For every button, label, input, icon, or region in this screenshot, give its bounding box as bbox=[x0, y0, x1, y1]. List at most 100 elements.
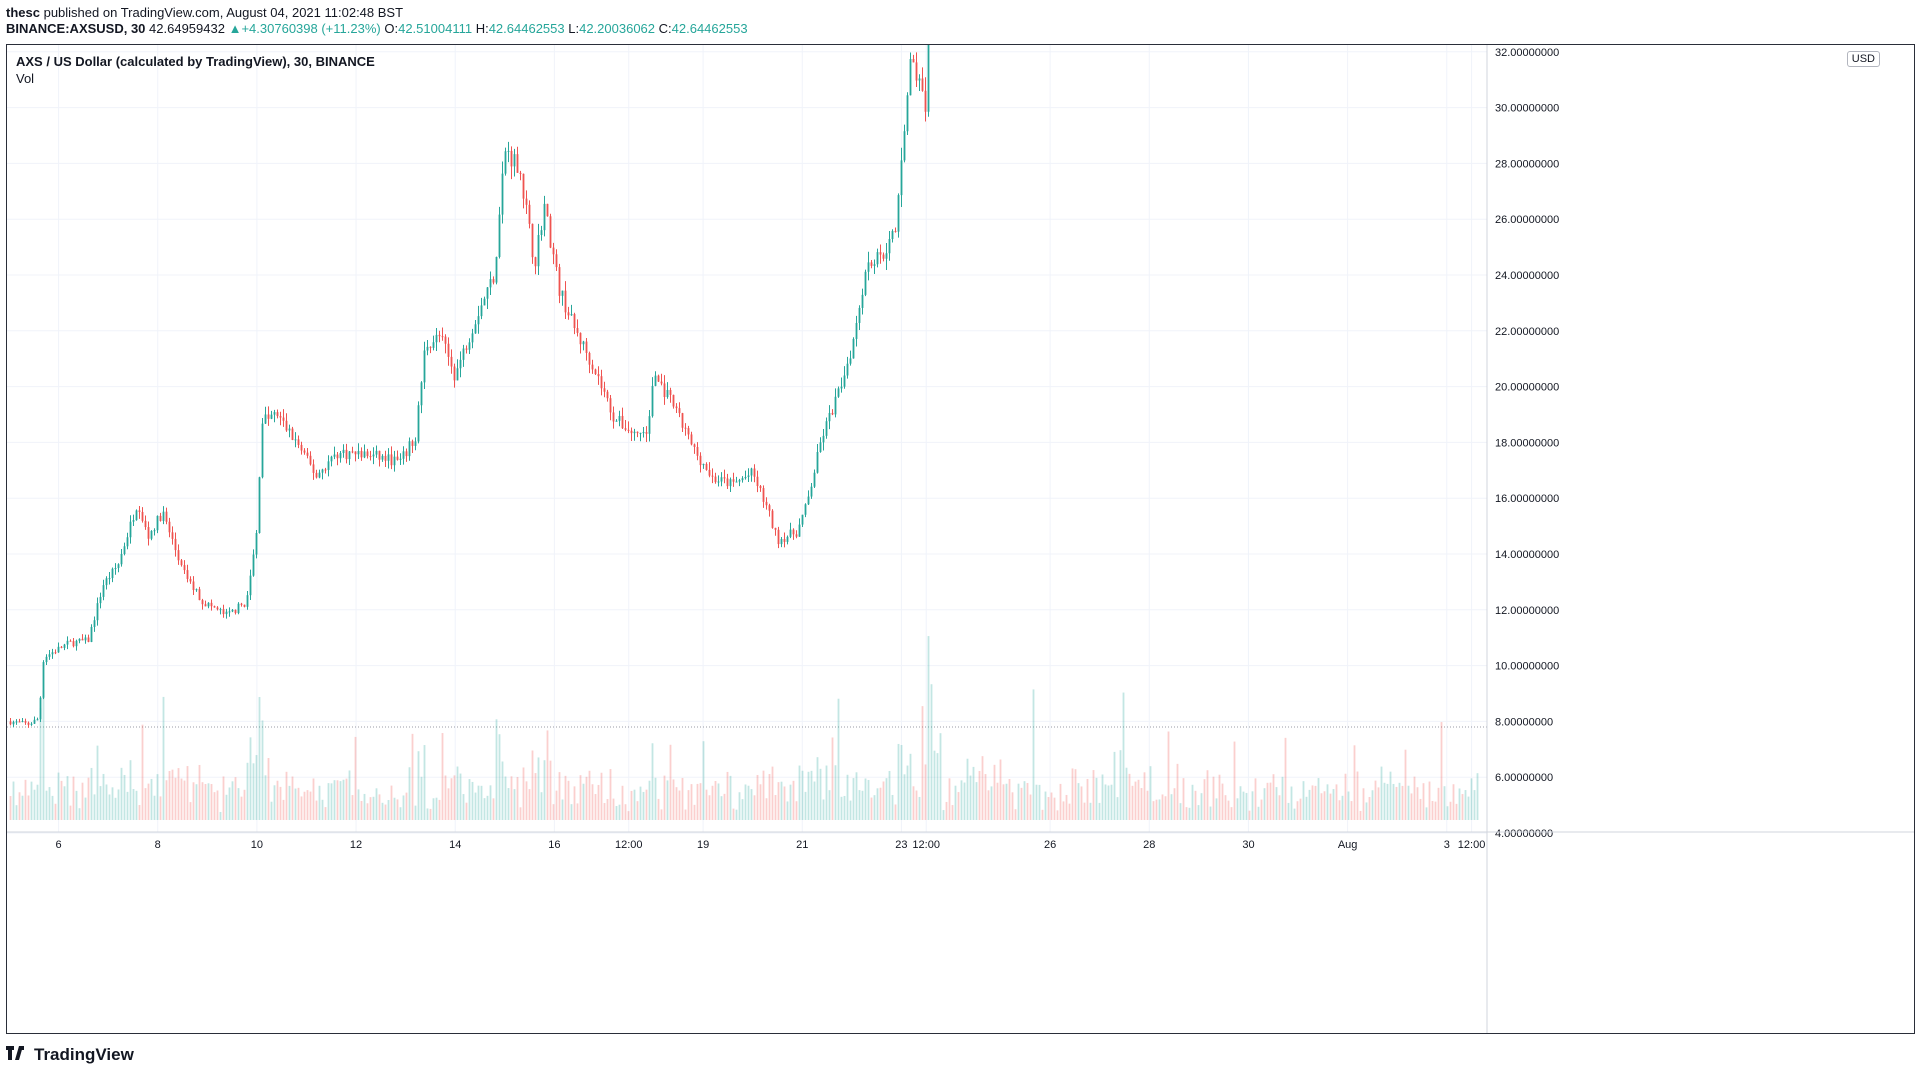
symbol-label: BINANCE:AXSUSD, 30 bbox=[6, 21, 146, 36]
candle-body bbox=[894, 231, 897, 233]
volume-bar bbox=[42, 690, 45, 820]
volume-bar bbox=[696, 783, 699, 820]
volume-bar bbox=[1434, 801, 1437, 820]
candle-body bbox=[798, 524, 801, 537]
candle-body bbox=[591, 364, 594, 370]
candle-body bbox=[411, 441, 414, 446]
candle-body bbox=[120, 554, 123, 565]
candle-body bbox=[477, 316, 480, 325]
candle-body bbox=[471, 333, 474, 343]
volume-bar bbox=[1470, 778, 1473, 820]
candle-body bbox=[759, 486, 762, 489]
price-chart[interactable]: 58.0000000056.0000000054.0000000052.0000… bbox=[7, 45, 1914, 1033]
x-tick-label: 26 bbox=[1044, 839, 1056, 851]
y-tick-label: 28.00000000 bbox=[1495, 158, 1559, 170]
volume-bar bbox=[1110, 784, 1113, 820]
candle-body bbox=[252, 554, 255, 576]
volume-bar bbox=[39, 707, 42, 820]
chart-frame[interactable]: 58.0000000056.0000000054.0000000052.0000… bbox=[6, 44, 1915, 1034]
volume-bar bbox=[312, 778, 315, 820]
candle-body bbox=[567, 312, 570, 316]
volume-bar bbox=[714, 781, 717, 820]
candle-body bbox=[444, 336, 447, 344]
candle-body bbox=[135, 510, 138, 521]
volume-bar bbox=[1350, 801, 1353, 820]
volume-bar bbox=[1323, 791, 1326, 820]
candle-body bbox=[873, 264, 876, 266]
change-value: +4.30760398 (+11.23%) bbox=[241, 21, 381, 36]
volume-bar bbox=[360, 800, 363, 820]
candle-body bbox=[129, 521, 132, 538]
volume-bar bbox=[1089, 802, 1092, 820]
volume-bar bbox=[945, 801, 948, 820]
volume-bar bbox=[1161, 794, 1164, 820]
volume-bar bbox=[813, 781, 816, 820]
candle-body bbox=[420, 382, 423, 406]
candle-body bbox=[375, 450, 378, 455]
x-tick-label: 23 bbox=[895, 839, 907, 851]
candle-body bbox=[627, 429, 630, 431]
volume-bar bbox=[237, 788, 240, 820]
footer-brand[interactable]: TradingView bbox=[6, 1045, 134, 1065]
candle-body bbox=[336, 454, 339, 459]
currency-badge[interactable]: USD bbox=[1846, 51, 1880, 67]
volume-bar bbox=[741, 799, 744, 820]
candle-body bbox=[33, 719, 36, 724]
volume-bar bbox=[501, 761, 504, 820]
candle-body bbox=[243, 604, 246, 607]
volume-bar bbox=[417, 751, 420, 820]
author-name[interactable]: thesc bbox=[6, 5, 40, 20]
candle-body bbox=[663, 383, 666, 398]
volume-bar bbox=[1200, 793, 1203, 820]
candle-body bbox=[408, 441, 411, 457]
candle-body bbox=[906, 95, 909, 132]
candle-body bbox=[213, 606, 216, 608]
candle-body bbox=[792, 529, 795, 535]
volume-bar bbox=[693, 804, 696, 820]
volume-bar bbox=[924, 764, 927, 820]
candle-body bbox=[696, 447, 699, 456]
volume-bar bbox=[810, 770, 813, 820]
volume-bar bbox=[858, 790, 861, 820]
candle-body bbox=[453, 366, 456, 381]
volume-bar bbox=[1092, 770, 1095, 820]
volume-bar bbox=[849, 800, 852, 820]
volume-bar bbox=[1065, 794, 1068, 820]
candle-body bbox=[117, 564, 120, 569]
candle-body bbox=[693, 444, 696, 448]
candle-body bbox=[354, 451, 357, 455]
volume-bar bbox=[426, 808, 429, 820]
volume-bar bbox=[9, 796, 12, 820]
candle-body bbox=[546, 203, 549, 217]
volume-bar bbox=[780, 781, 783, 820]
volume-bar bbox=[1164, 796, 1167, 820]
candle-body bbox=[363, 451, 366, 458]
c-value: 42.64462553 bbox=[671, 21, 748, 36]
candle-body bbox=[309, 455, 312, 465]
volume-bar bbox=[1272, 774, 1275, 820]
volume-bar bbox=[1290, 786, 1293, 820]
candle-body bbox=[24, 721, 27, 723]
volume-bar bbox=[645, 789, 648, 820]
volume-bar bbox=[1449, 801, 1452, 820]
candle-body bbox=[744, 477, 747, 479]
candle-body bbox=[414, 441, 417, 446]
volume-bar bbox=[588, 770, 591, 820]
volume-bar bbox=[855, 772, 858, 820]
candle-body bbox=[891, 231, 894, 239]
volume-bar bbox=[999, 759, 1002, 820]
candle-body bbox=[858, 307, 861, 323]
candle-body bbox=[714, 476, 717, 483]
volume-bar bbox=[1188, 807, 1191, 820]
candle-body bbox=[513, 154, 516, 167]
volume-bar bbox=[84, 797, 87, 820]
volume-bar bbox=[1245, 792, 1248, 820]
candle-body bbox=[297, 439, 300, 445]
candle-body bbox=[489, 279, 492, 288]
candle-body bbox=[177, 550, 180, 561]
volume-bar bbox=[387, 800, 390, 820]
candle-body bbox=[861, 294, 864, 308]
candle-body bbox=[300, 444, 303, 451]
volume-bar bbox=[603, 803, 606, 820]
candle-body bbox=[267, 414, 270, 419]
